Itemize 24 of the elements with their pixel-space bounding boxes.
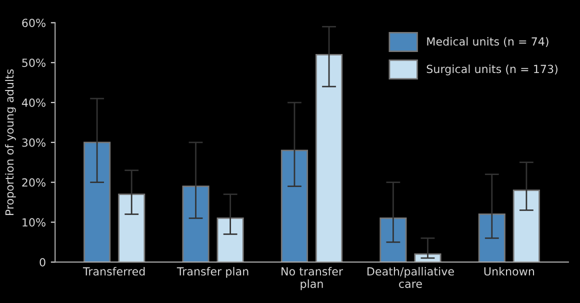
bar xyxy=(118,194,146,262)
y-tick-label: 20% xyxy=(22,178,46,187)
y-tick-label: 50% xyxy=(22,58,46,67)
legend-label: Medical units (n = 74) xyxy=(427,37,548,47)
x-tick-label: No transfer plan xyxy=(282,266,344,290)
bar xyxy=(380,218,407,262)
bar xyxy=(478,214,506,262)
bar xyxy=(280,150,308,262)
y-tick-label: 60% xyxy=(22,18,46,28)
bar xyxy=(84,142,111,262)
x-tick-label: Transferred xyxy=(82,266,145,276)
x-tick-label: Transfer plan xyxy=(176,266,248,278)
y-tick-label: 40% xyxy=(22,98,46,107)
bar xyxy=(315,54,343,262)
y-axis-title: Proportion of young adults xyxy=(5,69,16,215)
bar xyxy=(182,186,210,262)
bar xyxy=(512,190,540,262)
y-tick-label: 10% xyxy=(22,218,46,227)
y-tick-label: 0 xyxy=(40,258,46,266)
x-tick-label: Death/palliative care xyxy=(367,266,454,288)
y-tick-label: 30% xyxy=(22,138,46,147)
bar xyxy=(216,218,244,262)
x-tick-label: Unknown xyxy=(484,266,534,276)
legend-label: Surgical units (n = 173) xyxy=(426,64,558,76)
